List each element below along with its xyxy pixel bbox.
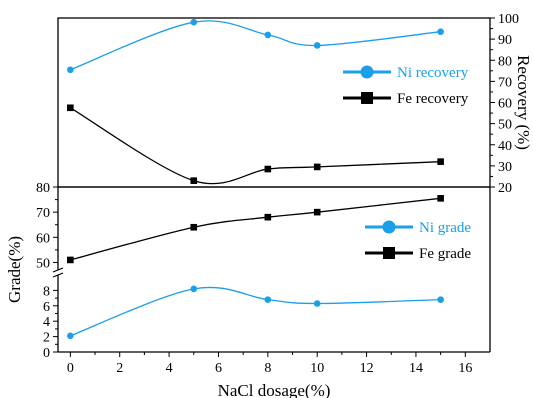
fe-grade-point (437, 195, 444, 202)
grade-tick-label: 60 (36, 231, 50, 246)
fe-grade-point (67, 256, 74, 264)
ni-recovery-point (313, 42, 321, 49)
x-tick-label: 8 (264, 361, 271, 376)
fe-recovery-point (190, 177, 198, 184)
ni-grade-point (437, 296, 444, 303)
legend-fe-recovery-marker (361, 92, 373, 104)
grade-tick-label: 50 (36, 256, 50, 271)
fe-recovery-point (437, 158, 444, 165)
legend-ni-grade-marker (382, 220, 396, 234)
recovery-tick-label: 70 (498, 75, 512, 90)
recovery-axis-title: Recovery (%) (514, 55, 533, 150)
legend-fe-grade-label: Fe grade (419, 246, 471, 262)
recovery-tick-label: 80 (498, 54, 512, 69)
grade-tick-label: 70 (36, 206, 50, 221)
grade-tick-label: 80 (36, 181, 50, 196)
x-tick-label: 4 (166, 361, 173, 376)
recovery-tick-label: 30 (498, 160, 512, 175)
fe-recovery-line (70, 107, 441, 185)
ni-grade-point (313, 300, 321, 307)
x-tick-label: 12 (360, 361, 374, 376)
grade-tick-label: 6 (43, 300, 50, 315)
grade-tick-label: 4 (43, 315, 50, 330)
x-tick-label: 16 (458, 361, 472, 376)
recovery-tick-label: 60 (498, 97, 512, 112)
ni-recovery-point (190, 18, 198, 26)
ni-recovery-point (437, 28, 444, 36)
ni-recovery-point (67, 66, 74, 74)
legend-ni-grade-label: Ni grade (419, 220, 471, 236)
x-axis-title: NaCl dosage(%) (218, 381, 331, 398)
legend-fe-grade-marker (383, 247, 395, 259)
x-tick-label: 10 (310, 361, 324, 376)
series-layer (67, 18, 444, 340)
legend-ni-recovery-label: Ni recovery (397, 65, 469, 81)
fe-grade-point (190, 223, 198, 231)
legend-ni-recovery-marker (360, 65, 374, 79)
recovery-tick-label: 40 (498, 139, 512, 154)
ni-grade-point (190, 285, 198, 293)
x-tick-label: 14 (409, 361, 423, 376)
grade-tick-label: 0 (43, 346, 50, 361)
grade-axis-title: Grade(%) (5, 236, 24, 303)
recovery-tick-label: 50 (498, 118, 512, 133)
recovery-tick-label: 100 (498, 12, 519, 27)
recovery-tick-label: 90 (498, 33, 512, 48)
legend-fe-recovery-label: Fe recovery (397, 91, 469, 107)
ni-recovery-line (70, 20, 441, 71)
x-tick-label: 2 (116, 361, 123, 376)
axis-break-mark-bottom (52, 272, 64, 278)
fe-grade-point (264, 213, 272, 221)
ni-grade-point (264, 296, 272, 303)
x-tick-label: 6 (215, 361, 222, 376)
recovery-tick-label: 20 (498, 181, 512, 196)
ni-recovery-point (264, 31, 272, 39)
ni-grade-point (67, 332, 74, 340)
ni-grade-line (70, 286, 441, 337)
axis-break-mark-top (52, 267, 64, 273)
grade-tick-label: 8 (43, 284, 50, 299)
legend-layer: Ni recovery Fe recovery Ni grade Fe grade (343, 65, 471, 262)
fe-recovery-point (264, 165, 272, 173)
fe-recovery-point (67, 104, 74, 112)
fe-recovery-point (313, 163, 321, 171)
fe-grade-point (313, 208, 321, 216)
x-tick-label: 0 (67, 361, 74, 376)
axis-ticks (53, 17, 495, 357)
grade-tick-label: 2 (43, 331, 50, 346)
